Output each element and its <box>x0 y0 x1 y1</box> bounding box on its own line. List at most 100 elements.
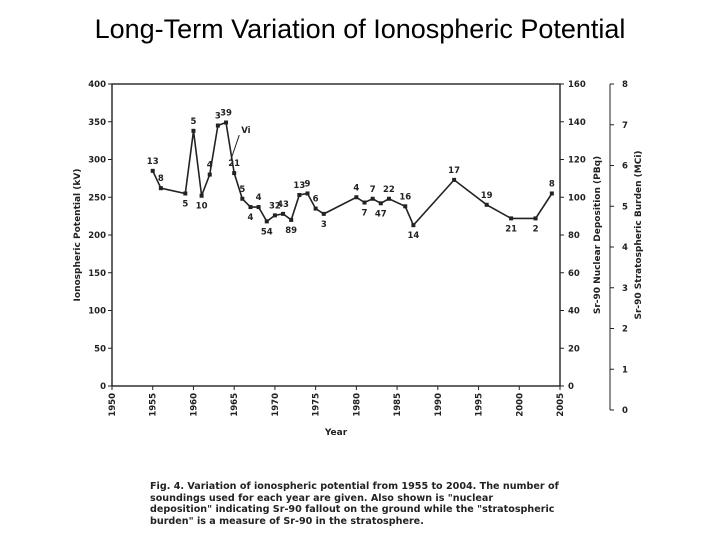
point-label: 4 <box>207 161 213 171</box>
point-label: 5 <box>182 199 188 209</box>
point-label: 16 <box>399 192 411 202</box>
point-label: 10 <box>196 202 208 212</box>
data-point <box>533 216 538 221</box>
data-point <box>207 172 212 177</box>
data-point <box>362 200 367 205</box>
point-label: 17 <box>448 166 460 176</box>
x-tick-label: 1975 <box>312 393 322 417</box>
y2-tick-label: 120 <box>568 156 586 166</box>
y3-tick-label: 7 <box>622 121 628 131</box>
point-label: 3 <box>321 220 327 230</box>
annotation-leader-line <box>230 134 240 160</box>
data-point <box>305 191 310 196</box>
point-label: 32 <box>269 201 281 211</box>
point-label: 6 <box>313 195 319 205</box>
caption-line: burden" is a measure of Sr-90 in the str… <box>150 515 424 527</box>
data-point <box>183 191 188 196</box>
y2-tick-label: 40 <box>568 307 580 317</box>
data-point <box>158 186 163 191</box>
data-point <box>403 204 408 209</box>
point-label: 19 <box>481 191 493 201</box>
data-point <box>281 211 286 216</box>
caption-line: Fig. 4. Variation of ionospheric potenti… <box>150 481 559 492</box>
x-tick-label: 1980 <box>352 393 362 417</box>
y3-tick-label: 4 <box>622 243 628 253</box>
point-label: 13 <box>293 181 305 191</box>
data-point <box>378 201 383 206</box>
data-point <box>232 171 237 176</box>
point-label: 8 <box>158 174 164 184</box>
data-point <box>150 168 155 173</box>
point-label: 4 <box>353 183 359 193</box>
y3-tick-label: 5 <box>622 202 628 212</box>
caption-line: soundings used for each year are given. … <box>150 492 494 504</box>
point-label: 21 <box>228 159 240 169</box>
data-point <box>484 202 489 207</box>
data-point <box>199 193 204 198</box>
y3-tick-label: 8 <box>622 80 628 90</box>
plot-frame <box>111 83 561 387</box>
point-label: 39 <box>220 109 232 119</box>
y2-tick-label: 60 <box>568 269 580 279</box>
data-point <box>549 191 554 196</box>
data-point <box>354 195 359 200</box>
x-tick-label: 1970 <box>271 393 281 417</box>
y-tick-label: 100 <box>88 307 106 317</box>
y2-tick-label: 160 <box>568 80 586 90</box>
data-point <box>297 192 302 197</box>
x-tick-label: 1950 <box>108 393 118 417</box>
y-tick-label: 50 <box>94 344 106 354</box>
y-tick-label: 400 <box>88 80 106 90</box>
data-point <box>411 223 416 228</box>
point-label: 43 <box>277 200 289 210</box>
data-point <box>191 128 196 133</box>
point-label: 4 <box>256 193 262 203</box>
y2-tick-label: 20 <box>568 344 580 354</box>
data-point <box>256 205 261 210</box>
x-tick-label: 1960 <box>189 393 199 417</box>
figure-caption: Fig. 4. Variation of ionospheric potenti… <box>150 481 560 527</box>
data-point <box>321 211 326 216</box>
point-label: 14 <box>407 231 419 241</box>
y-tick-label: 350 <box>88 118 106 128</box>
data-point <box>240 196 245 201</box>
y2-axis-title: Sr-90 Nuclear Deposition (PBq) <box>593 156 603 314</box>
x-tick-label: 1990 <box>434 393 444 417</box>
y3-tick-label: 0 <box>622 406 628 416</box>
point-label: 89 <box>285 226 297 236</box>
y-tick-label: 300 <box>88 156 106 166</box>
x-tick-label: 2005 <box>556 393 566 417</box>
caption-line: deposition" indicating Sr-90 fallout on … <box>150 504 555 515</box>
y-tick-label: 200 <box>88 231 106 241</box>
y2-tick-label: 100 <box>568 193 586 203</box>
point-label: 7 <box>370 185 376 195</box>
data-point <box>224 120 229 125</box>
point-label: 7 <box>362 209 368 219</box>
y3-axis-title: Sr-90 Stratospheric Burden (MCi) <box>634 150 644 319</box>
data-point <box>289 217 294 222</box>
page-title: Long-Term Variation of Ionospheric Poten… <box>94 14 626 44</box>
y-tick-label: 0 <box>100 382 106 392</box>
y2-tick-label: 140 <box>568 118 586 128</box>
data-point <box>370 196 375 201</box>
x-tick-label: 1965 <box>230 393 240 417</box>
y-tick-label: 150 <box>88 269 106 279</box>
point-label: 8 <box>549 179 555 189</box>
data-point <box>313 206 318 211</box>
y-axis-title: Ionospheric Potential (kV) <box>73 169 83 302</box>
data-point <box>248 205 253 210</box>
series-annotation: Vi <box>241 126 250 136</box>
data-point <box>386 196 391 201</box>
data-point <box>264 219 269 224</box>
point-label: 4 <box>248 213 254 223</box>
y3-tick-label: 2 <box>622 325 628 335</box>
point-label: 5 <box>190 117 196 127</box>
point-label: 5 <box>239 185 245 195</box>
data-point <box>509 216 514 221</box>
data-point <box>215 123 220 128</box>
data-point <box>452 177 457 182</box>
x-tick-label: 1985 <box>393 393 403 417</box>
y3-tick-label: 3 <box>622 284 628 294</box>
point-label: 2 <box>533 224 539 234</box>
